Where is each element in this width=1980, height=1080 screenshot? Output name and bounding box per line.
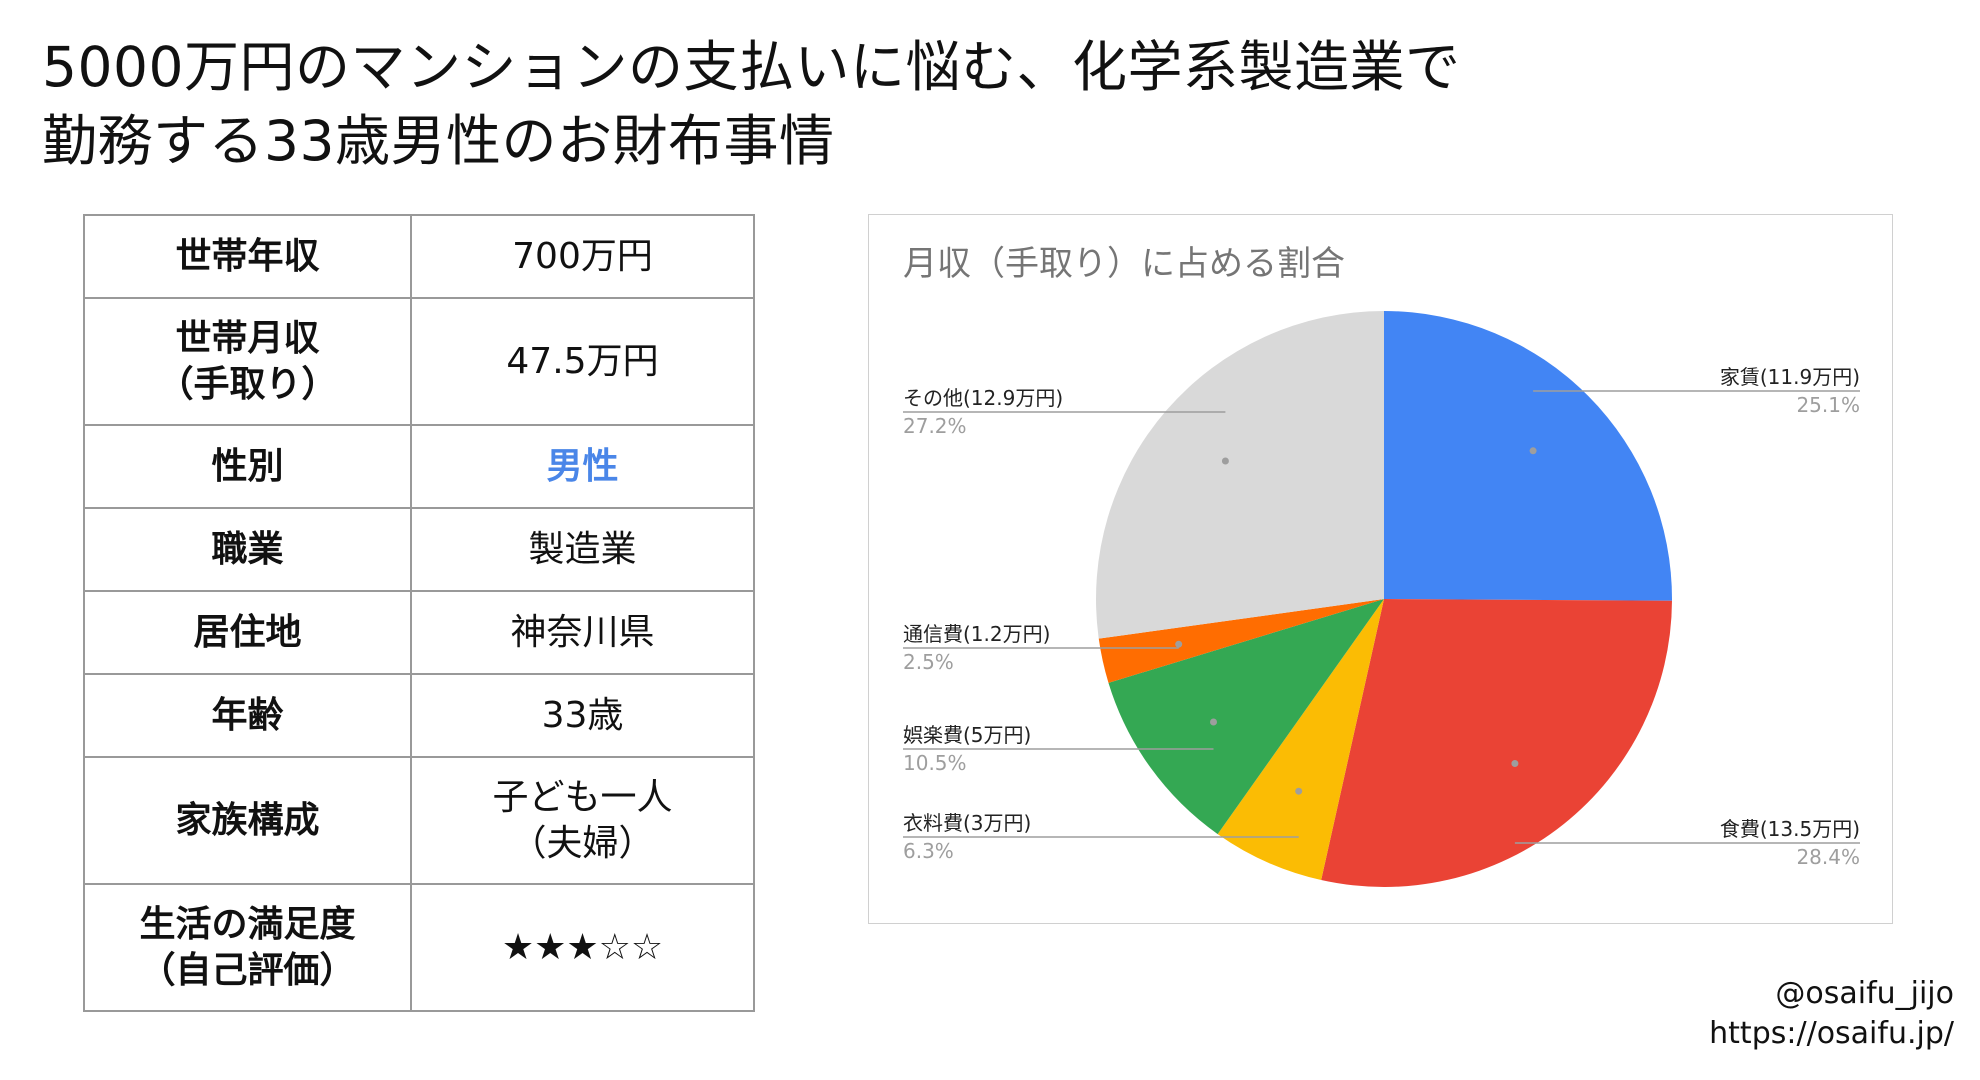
- profile-key-text: 世帯年収: [175, 235, 320, 277]
- profile-row: 家族構成 子ども一人 （夫婦）: [83, 756, 755, 885]
- profile-row: 職業 製造業: [83, 507, 755, 592]
- leader-dot: [1175, 640, 1183, 648]
- profile-value-text: 47.5万円: [506, 340, 659, 382]
- slice-label: 通信費(1.2万円): [903, 622, 1050, 646]
- slice-percent: 2.5%: [903, 650, 954, 674]
- credit-handle: @osaifu_jijo: [1775, 976, 1954, 1011]
- profile-key: 家族構成: [83, 756, 412, 885]
- profile-key: 世帯月収 （手取り）: [83, 297, 412, 426]
- credit: @osaifu_jijo https://osaifu.jp/: [1709, 974, 1954, 1054]
- profile-value: 700万円: [410, 214, 755, 299]
- profile-key-text: （自己評価）: [139, 949, 356, 991]
- leader-dot: [1529, 447, 1537, 455]
- chart-title: 月収（手取り）に占める割合: [903, 244, 1345, 284]
- page-title: 5000万円のマンションの支払いに悩む、化学系製造業で 勤務する33歳男性のお財…: [42, 30, 1942, 178]
- pie-slice: [1098, 599, 1384, 683]
- slice-label: 食費(13.5万円): [1720, 817, 1860, 841]
- leader-dot: [1295, 787, 1303, 795]
- title-line-1: 5000万円のマンションの支払いに悩む、化学系製造業で: [42, 35, 1461, 99]
- profile-key-text: 年齢: [211, 694, 284, 736]
- profile-key-text: 居住地: [193, 611, 302, 653]
- profile-value-text: 製造業: [528, 528, 637, 570]
- profile-key-text: 職業: [211, 528, 284, 570]
- leader-dot: [1210, 718, 1217, 726]
- profile-key-text: 家族構成: [175, 799, 320, 841]
- pie-chart-card: 月収（手取り）に占める割合家賃(11.9万円) 25.1% 食費(13.5万円) 28…: [868, 214, 1893, 924]
- profile-value: 33歳: [410, 673, 755, 758]
- profile-key: 生活の満足度 （自己評価）: [83, 883, 412, 1012]
- profile-row: 生活の満足度 （自己評価） ★★★☆☆: [83, 883, 755, 1012]
- profile-key-text: 性別: [211, 445, 284, 487]
- slice-percent: 6.3%: [903, 839, 954, 863]
- profile-value: 神奈川県: [410, 590, 755, 675]
- profile-row: 世帯年収 700万円: [83, 214, 755, 299]
- title-line-2: 勤務する33歳男性のお財布事情: [42, 109, 835, 173]
- profile-key-text: 生活の満足度: [139, 903, 356, 945]
- profile-row: 世帯月収 （手取り） 47.5万円: [83, 297, 755, 426]
- profile-value-text: 神奈川県: [510, 611, 655, 653]
- pie-slice: [1384, 311, 1672, 601]
- profile-value-text: 33歳: [541, 694, 624, 736]
- profile-key: 職業: [83, 507, 412, 592]
- profile-key: 性別: [83, 424, 412, 509]
- profile-key: 居住地: [83, 590, 412, 675]
- profile-value-text: 700万円: [512, 235, 653, 277]
- profile-row: 性別 男性: [83, 424, 755, 509]
- profile-table: 世帯年収 700万円世帯月収 （手取り） 47.5万円性別 男性職業 製造業居住地 神奈川県…: [83, 214, 755, 1012]
- profile-value-text: 子ども一人: [492, 776, 673, 818]
- profile-value-text: （夫婦）: [510, 822, 655, 864]
- leader-dot: [1511, 760, 1519, 767]
- slice-label: 娯楽費(5万円): [903, 723, 1031, 747]
- profile-key-text: 世帯月収: [175, 317, 320, 359]
- pie-slice: [1217, 599, 1384, 881]
- slice-label: その他(12.9万円): [903, 386, 1063, 410]
- slice-percent: 27.2%: [903, 414, 967, 438]
- profile-key-text: （手取り）: [157, 363, 338, 405]
- profile-value-text: ★★★☆☆: [501, 926, 664, 968]
- profile-value: 子ども一人 （夫婦）: [410, 756, 755, 885]
- profile-value: ★★★☆☆: [410, 883, 755, 1012]
- profile-row: 年齢 33歳: [83, 673, 755, 758]
- profile-value: 47.5万円: [410, 297, 755, 426]
- slice-percent: 28.4%: [1796, 845, 1860, 869]
- leader-dot: [1221, 457, 1229, 465]
- pie-slice: [1096, 311, 1384, 639]
- slice-label: 家賃(11.9万円): [1720, 365, 1860, 389]
- profile-value: 製造業: [410, 507, 755, 592]
- profile-row: 居住地 神奈川県: [83, 590, 755, 675]
- pie-slice: [1321, 599, 1672, 887]
- profile-key: 世帯年収: [83, 214, 412, 299]
- slice-label: 衣料費(3万円): [903, 811, 1031, 835]
- profile-value-text: 男性: [546, 445, 619, 487]
- credit-url: https://osaifu.jp/: [1709, 1016, 1954, 1051]
- slice-percent: 10.5%: [903, 751, 967, 775]
- pie-slice: [1108, 599, 1384, 835]
- slice-percent: 25.1%: [1796, 393, 1860, 417]
- profile-value: 男性: [410, 424, 755, 509]
- profile-key: 年齢: [83, 673, 412, 758]
